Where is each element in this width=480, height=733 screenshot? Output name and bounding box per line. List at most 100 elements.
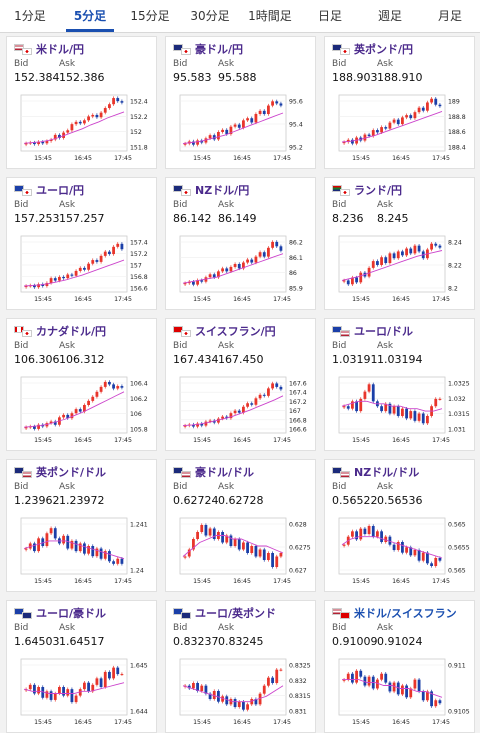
candle-body [41, 284, 45, 286]
pair-title[interactable]: ユーロ/英ポンド [173, 605, 276, 621]
pair-card[interactable]: ユーロ/豪ドル Bid Ask 1.64503 1.64517 1.645 1.644 15:… [6, 600, 157, 733]
candle-body [279, 553, 283, 557]
candle-body [58, 134, 61, 138]
candle-body [41, 687, 45, 698]
candle-body [367, 134, 371, 137]
moving-average-line [23, 682, 125, 694]
candle-body [49, 691, 53, 700]
candle-body [33, 285, 36, 288]
candle-body [363, 676, 367, 686]
pair-card[interactable]: ユーロ/ドル Bid Ask 1.03191 1.03194 1.0325 1.032 1.0… [324, 318, 475, 451]
pair-title[interactable]: ユーロ/ドル [332, 323, 413, 339]
ca-jp-flag-icon [14, 325, 32, 337]
y-tick-label: 1.645 [130, 663, 148, 670]
pair-title[interactable]: 米ドル/円 [14, 41, 84, 57]
pair-title[interactable]: スイスフラン/円 [173, 323, 276, 339]
candle-body [99, 112, 103, 118]
candle-body [212, 135, 216, 140]
candle-body [438, 398, 442, 400]
nz-jp-flag-icon [173, 184, 191, 196]
pair-card[interactable]: 英ポンド/ドル Bid Ask 1.23962 1.23972 1.241 1.24 15:4… [6, 459, 157, 592]
candle-body [95, 548, 99, 557]
bid-label: Bid [14, 59, 29, 69]
candle-body [413, 550, 417, 556]
candle-body [363, 134, 367, 141]
pair-title[interactable]: 英ポンド/ドル [14, 464, 106, 480]
candle-body [355, 531, 358, 540]
x-tick-label: 15:45 [34, 155, 52, 162]
candle-body [279, 103, 283, 106]
candle-body [229, 126, 233, 135]
pair-card[interactable]: 豪ドル/ドル Bid Ask 0.62724 0.62728 0.628 0.6275 0.6… [165, 459, 316, 592]
bid-value: 188.903 [332, 71, 378, 84]
y-tick-label: 95.6 [289, 99, 303, 106]
candle-body [74, 409, 78, 414]
candle-body [388, 122, 392, 129]
ask-label: Ask [59, 200, 76, 210]
candle-body [91, 546, 95, 557]
candle-body [413, 411, 417, 421]
pair-card[interactable]: NZドル/円 Bid Ask 86.142 86.149 86.2 86.1 86 85.9 15… [165, 177, 316, 310]
tab-8[interactable]: 月足 [437, 9, 462, 23]
pair-card[interactable]: 米ドル/円 Bid Ask 152.384 152.386 152.4 152.2 152 15… [6, 36, 157, 169]
tab-7[interactable]: 週足 [377, 9, 402, 23]
bid-value: 1.23962 [14, 494, 60, 507]
pair-title[interactable]: 豪ドル/ドル [173, 464, 254, 480]
eu-au-flag-icon [14, 607, 32, 619]
x-tick-label: 16:45 [392, 719, 410, 726]
candle-body [112, 246, 115, 255]
y-tick-label: 86.1 [289, 255, 303, 262]
us-ch-flag-icon [332, 607, 350, 619]
pair-card[interactable]: NZドル/ドル Bid Ask 0.56522 0.56536 0.565 0.5655 0.… [324, 459, 475, 592]
candle-body [242, 406, 245, 413]
ask-label: Ask [59, 341, 76, 351]
x-tick-label: 17:45 [114, 437, 132, 444]
y-tick-label: 0.911 [448, 663, 466, 670]
y-tick-label: 8.24 [448, 240, 462, 247]
x-tick-label: 16:45 [392, 437, 410, 444]
candle-body [87, 682, 90, 692]
y-tick-label: 0.628 [289, 522, 307, 529]
candle-body [229, 699, 233, 705]
pair-name: カナダドル/円 [36, 325, 107, 338]
pair-title[interactable]: NZドル/円 [173, 182, 249, 198]
pair-title[interactable]: 英ポンド/円 [332, 41, 413, 57]
plot-area [338, 235, 446, 293]
candle-body [267, 388, 270, 396]
tab-2[interactable]: 5分足 [60, 0, 120, 32]
candle-body [421, 552, 425, 561]
pair-title[interactable]: NZドル/ドル [332, 464, 419, 480]
tab-4[interactable]: 30分足 [190, 9, 230, 23]
pair-title[interactable]: ユーロ/円 [14, 182, 84, 198]
pair-title[interactable]: ランド/円 [332, 182, 402, 198]
pair-card[interactable]: ユーロ/円 Bid Ask 157.253 157.257 157.4 157.2 157 15… [6, 177, 157, 310]
tab-3[interactable]: 15分足 [130, 9, 170, 23]
tab-5[interactable]: 1時間足 [248, 9, 292, 23]
x-tick-label: 17:45 [432, 296, 450, 303]
pair-card[interactable]: 英ポンド/円 Bid Ask 188.903 188.910 189 188.8 188.6 1… [324, 36, 475, 169]
pair-title[interactable]: カナダドル/円 [14, 323, 106, 339]
candle-body [112, 98, 115, 105]
y-tick-label: 0.8315 [289, 693, 311, 700]
x-tick-label: 16:45 [74, 437, 92, 444]
candle-body [355, 670, 358, 683]
candle-body [87, 400, 90, 405]
tab-6[interactable]: 日足 [317, 9, 342, 23]
pair-title[interactable]: 豪ドル/円 [173, 41, 243, 57]
pair-title[interactable]: 米ドル/スイスフラン [332, 605, 457, 621]
pair-card[interactable]: カナダドル/円 Bid Ask 106.306 106.312 106.4 106.2 106… [6, 318, 157, 451]
candle-body [417, 679, 421, 692]
candle-body [246, 542, 249, 553]
pair-card[interactable]: 豪ドル/円 Bid Ask 95.583 95.588 95.6 95.4 95.2 15:45… [165, 36, 316, 169]
pair-card[interactable]: ユーロ/英ポンド Bid Ask 0.83237 0.83245 0.8325 0.832 0… [165, 600, 316, 733]
candle-body [275, 669, 279, 683]
x-tick-label: 15:45 [352, 155, 370, 162]
y-tick-label: 8.22 [448, 263, 462, 270]
candle-body [45, 691, 49, 698]
pair-title[interactable]: ユーロ/豪ドル [14, 605, 106, 621]
tab-1[interactable]: 1分足 [14, 9, 46, 23]
pair-card[interactable]: ランド/円 Bid Ask 8.236 8.245 8.24 8.22 8.2 15:45 16:… [324, 177, 475, 310]
candle-body [62, 276, 65, 279]
pair-card[interactable]: 米ドル/スイスフラン Bid Ask 0.91009 0.91024 0.911 0.910… [324, 600, 475, 733]
pair-card[interactable]: スイスフラン/円 Bid Ask 167.434 167.450 167.6 167.4 16… [165, 318, 316, 451]
